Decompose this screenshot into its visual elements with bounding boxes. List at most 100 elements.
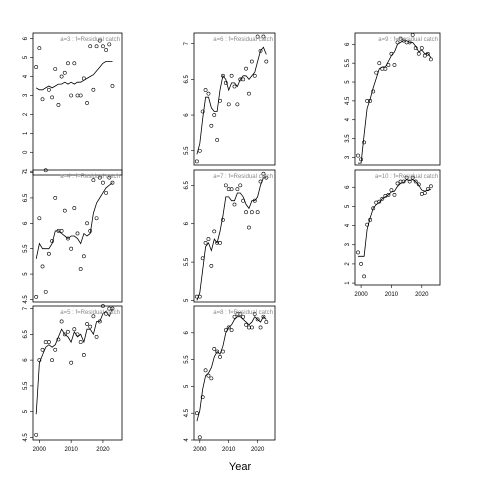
- data-point: [247, 225, 251, 230]
- data-point: [241, 77, 246, 82]
- data-point: [46, 87, 51, 92]
- data-point: [264, 320, 269, 324]
- panel-title: a=4 : f=Residual catch: [60, 174, 120, 180]
- data-point: [37, 358, 42, 363]
- data-point: [75, 231, 80, 236]
- panel-2: 4.5 5 5.5 6 6.5 7 a=4 : f=Residual catch: [23, 169, 123, 304]
- data-point: [389, 188, 394, 193]
- data-point: [238, 77, 243, 82]
- data-point: [371, 89, 376, 94]
- data-point: [218, 355, 222, 359]
- data-point: [46, 251, 51, 256]
- data-point: [94, 44, 99, 49]
- data-point: [110, 84, 115, 88]
- data-point: [229, 328, 234, 333]
- data-point: [374, 200, 379, 205]
- data-point: [62, 332, 67, 337]
- data-point: [235, 312, 240, 316]
- data-point: [101, 180, 105, 185]
- plot-frame: [32, 305, 123, 441]
- data-point: [241, 198, 246, 203]
- data-point: [419, 46, 424, 50]
- y-tick-label: 0: [23, 150, 29, 154]
- data-point: [404, 175, 409, 180]
- data-point: [365, 222, 370, 227]
- y-tick-label: 6: [345, 185, 351, 189]
- data-point: [91, 178, 96, 183]
- data-point: [380, 66, 385, 71]
- data-point: [422, 191, 427, 195]
- data-point: [62, 208, 67, 213]
- fit-line: [35, 61, 113, 91]
- y-tick-label: 4.5: [184, 408, 190, 417]
- panel-7: 3 3.5 4 4.5 5 5.5 6 a=9 : f=Residual catch: [345, 32, 441, 166]
- data-point: [226, 325, 231, 330]
- data-point: [261, 34, 266, 39]
- data-point: [428, 57, 433, 62]
- data-point: [78, 340, 83, 344]
- plot-frame: [193, 169, 276, 303]
- data-point: [371, 206, 376, 211]
- y-tick-label: 5.5: [23, 244, 29, 253]
- data-point: [69, 93, 74, 98]
- data-point: [247, 91, 251, 96]
- data-point: [34, 295, 39, 299]
- data-point: [107, 42, 112, 47]
- data-point: [252, 198, 257, 203]
- y-tick-label: 6.5: [184, 75, 190, 84]
- data-point: [215, 241, 220, 245]
- data-point: [362, 140, 367, 145]
- data-point: [206, 373, 211, 378]
- data-point: [75, 93, 80, 98]
- data-point: [97, 319, 102, 324]
- data-point: [206, 91, 211, 96]
- data-point: [264, 59, 269, 64]
- y-tick-label: 5.5: [184, 355, 190, 364]
- data-point: [368, 217, 373, 222]
- data-point: [258, 48, 263, 53]
- fit-line: [196, 46, 267, 155]
- data-point: [365, 98, 370, 103]
- data-point: [413, 46, 418, 50]
- data-point: [398, 36, 403, 41]
- data-point: [221, 349, 225, 354]
- data-point: [238, 183, 243, 188]
- data-point: [395, 181, 400, 186]
- y-tick-label: 2: [345, 262, 351, 266]
- data-point: [203, 368, 208, 373]
- data-point: [197, 294, 202, 299]
- y-tick-label: 1: [23, 131, 29, 135]
- data-point: [197, 148, 202, 153]
- data-point: [215, 138, 220, 142]
- y-tick-label: 4: [345, 223, 351, 227]
- y-tick-label: 7: [23, 170, 29, 174]
- data-point: [56, 337, 61, 342]
- data-point: [356, 250, 360, 255]
- data-point: [416, 51, 421, 56]
- data-point: [258, 179, 263, 184]
- data-point: [401, 179, 406, 184]
- y-tick-label: 5.5: [184, 146, 190, 155]
- data-point: [53, 347, 58, 352]
- x-tick-label: 2000: [33, 447, 47, 453]
- data-point: [235, 187, 240, 192]
- data-point: [200, 256, 205, 261]
- y-tick-label: 4: [345, 117, 351, 121]
- data-point: [104, 311, 109, 316]
- panel-title: a=3 : f=Residual catch: [60, 37, 120, 43]
- panel-title: a=8 : f=Residual catch: [213, 310, 273, 316]
- y-tick-label: 7: [184, 41, 190, 45]
- data-point: [221, 217, 225, 222]
- data-point: [97, 38, 102, 43]
- data-point: [43, 289, 48, 294]
- x-tick-label: 2020: [251, 447, 265, 453]
- data-point: [40, 347, 45, 352]
- y-tick-label: 4.5: [345, 96, 351, 105]
- data-point: [247, 325, 251, 330]
- data-point: [407, 40, 412, 45]
- data-point: [209, 123, 214, 128]
- data-point: [81, 254, 86, 259]
- fit-line: [35, 182, 113, 259]
- data-point: [88, 229, 93, 233]
